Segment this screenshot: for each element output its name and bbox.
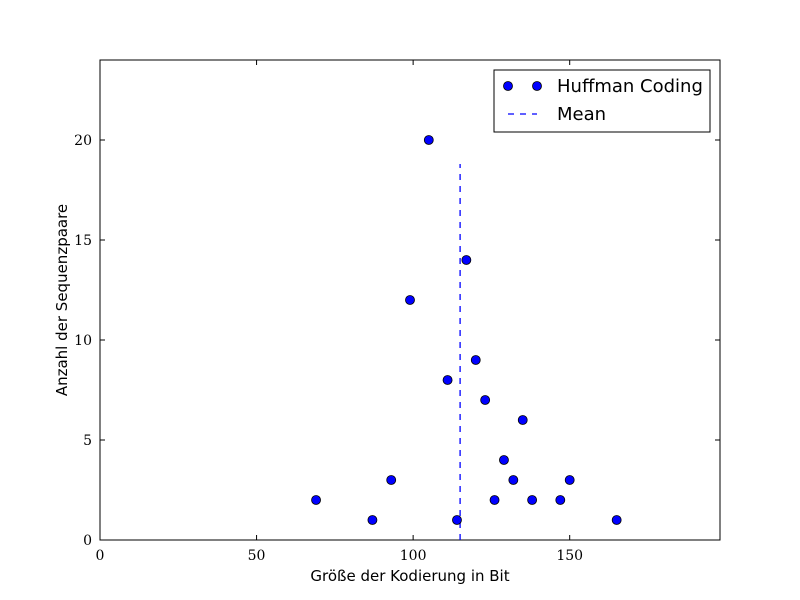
legend: Huffman Coding Mean bbox=[493, 69, 711, 133]
legend-marker-huffman bbox=[503, 81, 513, 91]
data-point bbox=[452, 515, 462, 525]
plot-area-border bbox=[99, 59, 721, 541]
y-axis-ticks: 0 5 10 15 20 bbox=[74, 133, 720, 549]
data-point bbox=[461, 255, 472, 265]
data-point bbox=[405, 295, 415, 305]
legend-marker-huffman bbox=[532, 81, 542, 91]
x-axis-label: Größe der Kodierung in Bit bbox=[310, 567, 509, 585]
data-point bbox=[499, 455, 509, 465]
data-point bbox=[386, 475, 397, 485]
y-axis-label: Anzahl der Sequenzpaare bbox=[53, 204, 71, 396]
legend-box bbox=[493, 69, 711, 133]
x-tick-label: 150 bbox=[556, 548, 583, 564]
legend-label-mean: Mean bbox=[557, 104, 606, 125]
points-layer bbox=[311, 135, 622, 525]
data-point bbox=[611, 515, 622, 525]
y-tick-label: 20 bbox=[74, 133, 92, 149]
data-point bbox=[480, 395, 491, 405]
data-point bbox=[555, 495, 566, 505]
data-point bbox=[564, 475, 575, 485]
y-tick-label: 5 bbox=[83, 433, 92, 449]
y-tick-label: 10 bbox=[74, 333, 92, 349]
data-point bbox=[311, 495, 321, 505]
axes-frame bbox=[99, 59, 721, 541]
legend-label-huffman: Huffman Coding bbox=[557, 76, 703, 97]
x-tick-label: 50 bbox=[248, 548, 266, 564]
x-tick-label: 0 bbox=[96, 548, 105, 564]
y-tick-label: 15 bbox=[74, 233, 92, 249]
data-point bbox=[367, 515, 378, 525]
data-point bbox=[508, 475, 519, 485]
x-tick-label: 100 bbox=[400, 548, 427, 564]
data-point bbox=[442, 375, 453, 385]
data-point bbox=[527, 495, 538, 505]
data-point bbox=[517, 415, 528, 425]
data-point bbox=[423, 135, 434, 145]
data-point bbox=[470, 355, 481, 365]
data-point bbox=[489, 495, 500, 505]
y-tick-label: 0 bbox=[83, 533, 92, 549]
x-axis-ticks: 0 50 100 150 bbox=[96, 60, 583, 564]
